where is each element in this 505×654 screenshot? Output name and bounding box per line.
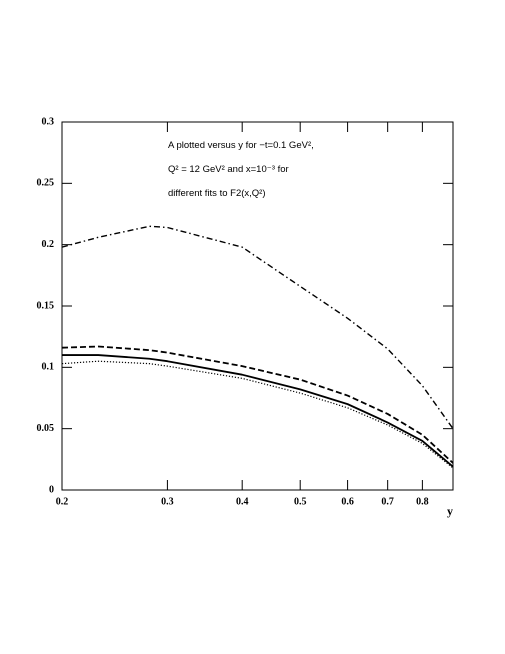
x-tick-label: 0.7 [381,496,394,507]
y-tick-label: 0.2 [42,239,55,250]
annotation: Q² = 12 GeV² and x=10⁻³ for [168,164,289,175]
series-line [62,354,454,468]
x-tick-label: 0.4 [236,496,249,507]
y-tick-label: 0.05 [37,423,55,434]
y-tick-label: 0.1 [42,362,55,373]
y-tick-label: 0.3 [42,116,55,127]
x-tick-label: 0.6 [341,496,354,507]
y-tick-label: 0 [49,484,54,495]
annotation: A plotted versus y for −t=0.1 GeV², [168,140,314,151]
series-line [61,345,454,464]
series-line [61,225,454,430]
x-tick-label: 0.2 [56,496,69,507]
y-tick-label: 0.25 [37,178,55,189]
x-axis-label: y [447,504,453,518]
x-tick-label: 0.8 [416,496,429,507]
plot-frame [61,121,454,491]
x-tick-label: 0.5 [294,496,307,507]
y-tick-label: 0.15 [37,300,55,311]
x-tick-label: 0.3 [161,496,174,507]
series-line [61,360,454,469]
annotation: different fits to F2(x,Q²) [168,188,266,199]
